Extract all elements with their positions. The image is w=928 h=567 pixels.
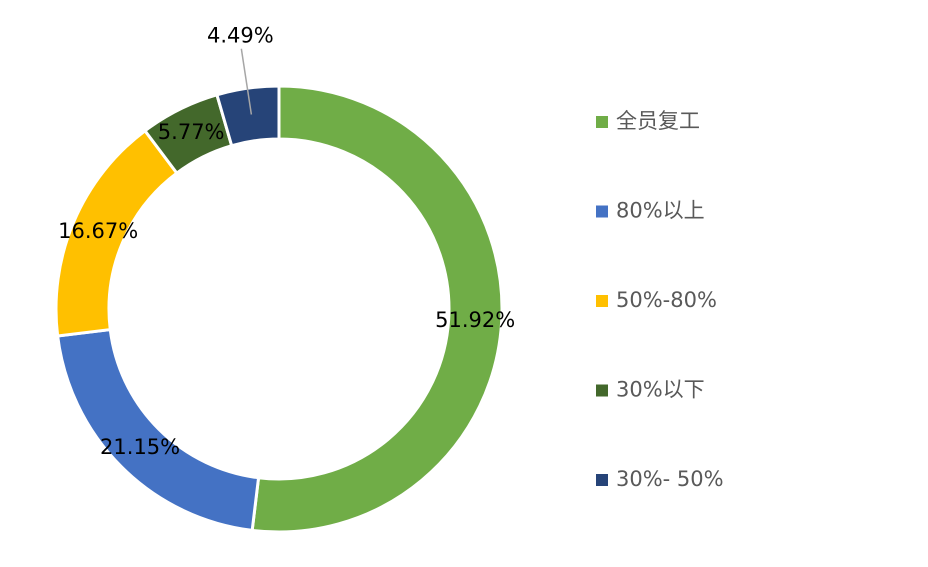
donut-segment [55,327,261,533]
legend-label: 50%-80% [616,288,717,312]
data-label: 5.77% [158,120,225,144]
leader-line [240,48,253,115]
data-label: 21.15% [100,435,180,459]
data-label: 16.67% [58,219,138,243]
data-label: 4.49% [207,24,274,48]
legend-swatch [596,384,608,397]
legend-label: 30%以下 [616,378,705,402]
legend-swatch [596,205,608,218]
legend-label: 80%以上 [616,199,705,223]
donut-segment [215,84,281,148]
legend-swatch [596,295,608,307]
legend-swatch [596,116,608,128]
donut-segment [250,84,504,534]
legend-label: 全员复工 [616,109,700,133]
data-label: 51.92% [435,308,515,332]
legend-label: 30%- 50% [616,467,724,491]
legend-swatch [596,474,608,486]
